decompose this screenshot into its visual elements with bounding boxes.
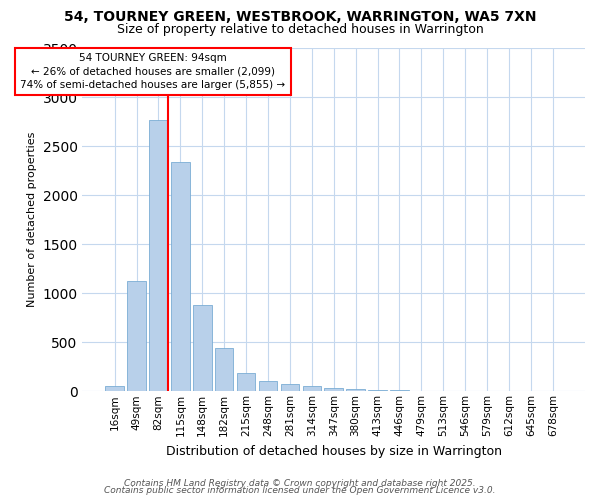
X-axis label: Distribution of detached houses by size in Warrington: Distribution of detached houses by size … [166, 444, 502, 458]
Text: Size of property relative to detached houses in Warrington: Size of property relative to detached ho… [116, 22, 484, 36]
Bar [325, 388, 343, 392]
Bar [302, 386, 321, 392]
Bar [193, 305, 212, 392]
Text: 54 TOURNEY GREEN: 94sqm
← 26% of detached houses are smaller (2,099)
74% of semi: 54 TOURNEY GREEN: 94sqm ← 26% of detache… [20, 53, 286, 90]
Bar [390, 390, 409, 392]
Bar [346, 389, 365, 392]
Bar [237, 373, 256, 392]
Bar [368, 390, 387, 392]
Bar [127, 282, 146, 392]
Bar [259, 381, 277, 392]
Text: Contains HM Land Registry data © Crown copyright and database right 2025.: Contains HM Land Registry data © Crown c… [124, 478, 476, 488]
Text: 54, TOURNEY GREEN, WESTBROOK, WARRINGTON, WA5 7XN: 54, TOURNEY GREEN, WESTBROOK, WARRINGTON… [64, 10, 536, 24]
Y-axis label: Number of detached properties: Number of detached properties [27, 132, 37, 308]
Bar [106, 386, 124, 392]
Bar [149, 120, 168, 392]
Bar [171, 162, 190, 392]
Bar [281, 384, 299, 392]
Text: Contains public sector information licensed under the Open Government Licence v3: Contains public sector information licen… [104, 486, 496, 495]
Bar [215, 348, 233, 392]
